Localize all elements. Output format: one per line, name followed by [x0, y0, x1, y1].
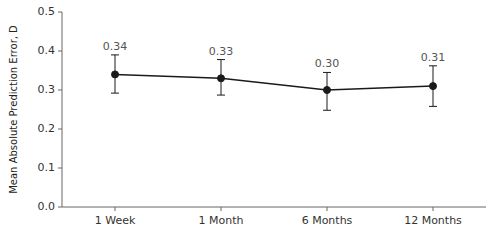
y-tick: [58, 207, 62, 208]
error-bar: [111, 55, 119, 93]
y-axis-label: Mean Absolute Prediction Error, D: [8, 25, 19, 194]
y-axis-line: [62, 12, 63, 207]
x-tick-label: 1 Week: [95, 214, 136, 227]
y-tick-label: 0.5: [38, 5, 56, 18]
y-tick: [58, 129, 62, 130]
x-tick: [327, 207, 328, 211]
data-label: 0.34: [103, 40, 128, 53]
error-bar: [217, 60, 225, 95]
data-label: 0.31: [421, 51, 446, 64]
error-bar-cap-upper: [217, 59, 225, 60]
error-bar: [429, 66, 437, 107]
plot-area: [111, 55, 437, 110]
chart-container: 0.0 0.1 0.2 0.3 0.4 0.5 1 Week 1 Month 6 Months 1…: [0, 0, 500, 247]
y-tick-label: 0.3: [38, 83, 56, 96]
data-label: 0.30: [315, 57, 340, 70]
y-tick: [58, 90, 62, 91]
error-bar-cap-lower: [429, 106, 437, 107]
marker: [430, 83, 437, 90]
error-bar-cap-lower: [323, 110, 331, 111]
axes: 0.0 0.1 0.2 0.3 0.4 0.5 1 Week 1 Month 6 Months 1…: [38, 5, 487, 227]
y-tick-label: 0.1: [38, 161, 56, 174]
error-bar-cap-upper: [323, 72, 331, 73]
marker: [218, 75, 225, 82]
y-tick: [58, 12, 62, 13]
x-tick: [221, 207, 222, 211]
x-axis-line: [62, 207, 486, 208]
error-bar-cap-lower: [217, 95, 225, 96]
marker: [324, 87, 331, 94]
chart: 0.0 0.1 0.2 0.3 0.4 0.5 1 Week 1 Month 6 Months 1…: [0, 0, 500, 247]
x-tick-label: 6 Months: [302, 214, 353, 227]
error-bar-cap-upper: [429, 65, 437, 66]
y-tick-label: 0.0: [38, 200, 56, 213]
y-tick: [58, 51, 62, 52]
data-label: 0.33: [209, 45, 234, 58]
x-tick-label: 1 Month: [199, 214, 244, 227]
line: [115, 74, 433, 90]
error-bar-cap-upper: [111, 54, 119, 55]
y-tick-label: 0.4: [38, 44, 56, 57]
data-labels: 0.34 0.33 0.30 0.31: [103, 40, 446, 71]
y-tick: [58, 168, 62, 169]
x-tick-label: 12 Months: [404, 214, 462, 227]
x-tick: [115, 207, 116, 211]
error-bar-cap-lower: [111, 93, 119, 94]
marker: [112, 71, 119, 78]
error-bar: [323, 72, 331, 110]
x-tick: [433, 207, 434, 211]
y-tick-label: 0.2: [38, 122, 56, 135]
